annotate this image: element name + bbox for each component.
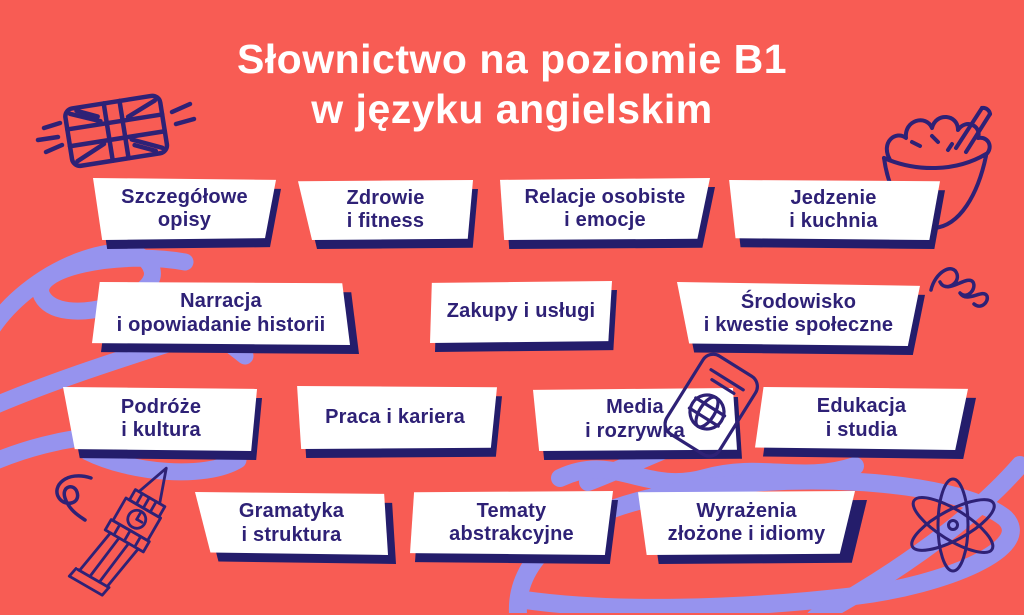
topic-card: Zdrowie i fitness	[298, 180, 473, 240]
topic-card-label: Podróże i kultura	[120, 395, 202, 441]
topic-card-label: Zdrowie i fitness	[346, 186, 425, 232]
topic-card-label: Praca i kariera	[325, 405, 465, 428]
topic-card-label: Gramatyka i struktura	[238, 500, 345, 546]
curl-squiggle-icon	[55, 474, 93, 522]
topic-card: Praca i kariera	[293, 386, 497, 449]
topic-card-label: Relacje osobiste i emocje	[524, 185, 686, 231]
topic-card-label: Narracja i opowiadanie historii	[116, 290, 326, 336]
topic-card: Szczegółowe opisy	[93, 178, 276, 240]
topic-card-label: Jedzenie i kuchnia	[789, 186, 878, 232]
topic-card: Edukacja i studia	[755, 387, 968, 450]
passport-icon	[663, 352, 759, 458]
topic-card: Środowisko i kwestie społeczne	[677, 282, 920, 346]
topic-card-label: Zakupy i usługi	[446, 300, 596, 323]
topic-card: Tematy abstrakcyjne	[410, 491, 613, 555]
atom-icon	[910, 477, 996, 573]
topic-card-label: Edukacja i studia	[816, 395, 907, 441]
uk-flag-icon	[35, 93, 197, 169]
topic-card-label: Środowisko i kwestie społeczne	[703, 290, 894, 336]
topic-card: Zakupy i usługi	[430, 281, 612, 343]
topic-card: Gramatyka i struktura	[195, 492, 388, 555]
topic-card: Podróże i kultura	[63, 387, 259, 451]
topic-card: Narracja i opowiadanie historii	[92, 282, 350, 345]
topic-card: Relacje osobiste i emocje	[500, 178, 710, 240]
emphasis-dashes	[35, 101, 197, 155]
topic-card-label: Tematy abstrakcyjne	[449, 499, 574, 545]
big-ben-icon	[67, 466, 168, 597]
topic-card: Jedzenie i kuchnia	[727, 180, 940, 240]
topic-card: Wyrażenia złożone i idiomy	[638, 491, 855, 555]
topic-card-label: Szczegółowe opisy	[121, 185, 248, 231]
flag-drawing	[63, 93, 170, 169]
page-title: Słownictwo na poziomie B1 w języku angie…	[236, 36, 788, 133]
topic-card-label: Wyrażenia złożone i idiomy	[667, 499, 826, 545]
spring-squiggle-icon	[929, 267, 990, 308]
